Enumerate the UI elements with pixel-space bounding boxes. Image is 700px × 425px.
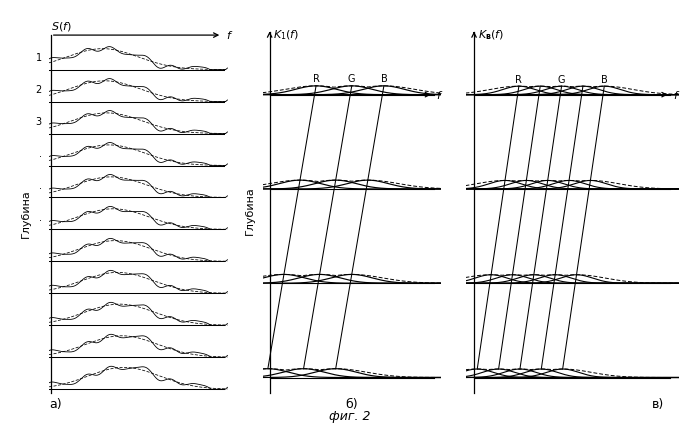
Text: $f$: $f$ [435,89,443,101]
Text: фиг. 2: фиг. 2 [329,410,371,423]
Text: в): в) [652,398,664,411]
Text: B: B [381,74,387,84]
Text: $f$: $f$ [673,89,680,101]
Text: $K_\mathbf{в}(f)$: $K_\mathbf{в}(f)$ [478,28,505,42]
Text: .: . [39,149,42,159]
Text: G: G [348,74,356,84]
Text: .: . [39,181,42,191]
Text: $S(f)$: $S(f)$ [51,20,71,34]
Text: 1: 1 [36,54,42,63]
Text: R: R [515,74,522,85]
Text: B: B [601,74,608,85]
Text: $f$: $f$ [225,29,233,41]
Text: Глубина: Глубина [245,187,255,235]
Text: б): б) [345,398,358,411]
Text: $K_1(f)$: $K_1(f)$ [273,28,300,42]
Text: .: . [39,213,42,223]
Text: R: R [313,74,319,84]
Text: 2: 2 [36,85,42,95]
Text: 3: 3 [36,117,42,128]
Text: Глубина: Глубина [21,190,31,238]
Text: G: G [558,74,566,85]
Text: а): а) [49,398,62,411]
